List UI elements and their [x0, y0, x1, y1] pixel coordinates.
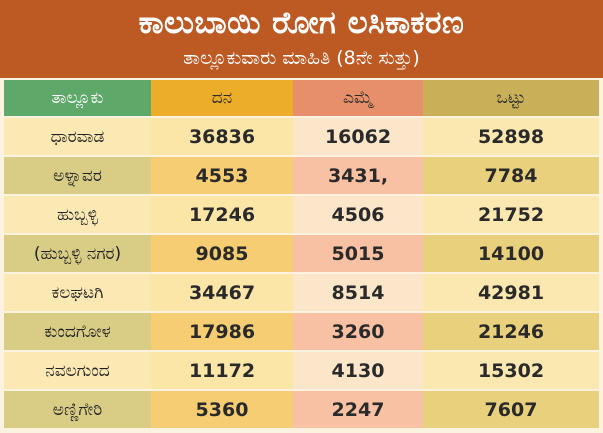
cattle-cell: 34467	[151, 273, 293, 313]
buffalo-cell: 8514	[293, 273, 423, 313]
taluk-cell: (ಹುಬ್ಬಳ್ಳಿ ನಗರ)	[4, 234, 151, 274]
vaccination-table: ತಾಲ್ಲೂಕು ದನ ಎಮ್ಮೆ ಒಟ್ಟು ಧಾರವಾಡ 36836 160…	[4, 80, 599, 430]
table-row: ಕಲಘಟಗಿ 34467 8514 42981	[4, 273, 599, 313]
buffalo-cell: 3431,	[293, 156, 423, 196]
total-cell: 21752	[423, 195, 599, 235]
total-cell: 52898	[423, 117, 599, 157]
total-cell: 42981	[423, 273, 599, 313]
table-row: ಅಣ್ಣಿಗೇರಿ 5360 2247 7607	[4, 390, 599, 430]
table-header-row: ತಾಲ್ಲೂಕು ದನ ಎಮ್ಮೆ ಒಟ್ಟು	[4, 80, 599, 118]
cattle-cell: 36836	[151, 117, 293, 157]
cattle-cell: 5360	[151, 390, 293, 430]
column-header-taluk: ತಾಲ್ಲೂಕು	[4, 80, 151, 118]
cattle-cell: 17986	[151, 312, 293, 352]
cattle-cell: 9085	[151, 234, 293, 274]
taluk-cell: ನವಲಗುಂದ	[4, 351, 151, 391]
total-cell: 15302	[423, 351, 599, 391]
buffalo-cell: 4130	[293, 351, 423, 391]
table-row: ಧಾರವಾಡ 36836 16062 52898	[4, 117, 599, 157]
buffalo-cell: 4506	[293, 195, 423, 235]
buffalo-cell: 3260	[293, 312, 423, 352]
cattle-cell: 17246	[151, 195, 293, 235]
column-header-total: ಒಟ್ಟು	[423, 80, 599, 118]
cattle-cell: 11172	[151, 351, 293, 391]
table-row: (ಹುಬ್ಬಳ್ಳಿ ನಗರ) 9085 5015 14100	[4, 234, 599, 274]
column-header-cattle: ದನ	[151, 80, 293, 118]
total-cell: 7607	[423, 390, 599, 430]
taluk-cell: ಕಲಘಟಗಿ	[4, 273, 151, 313]
title-banner: ಕಾಲುಬಾಯಿ ರೋಗ ಲಸಿಕಾಕರಣ ತಾಲ್ಲೂಕುವಾರು ಮಾಹಿತ…	[0, 0, 603, 78]
taluk-cell: ಅಳ್ನಾವರ	[4, 156, 151, 196]
total-cell: 7784	[423, 156, 599, 196]
total-cell: 21246	[423, 312, 599, 352]
taluk-cell: ಧಾರವಾಡ	[4, 117, 151, 157]
buffalo-cell: 16062	[293, 117, 423, 157]
taluk-cell: ಅಣ್ಣಿಗೇರಿ	[4, 390, 151, 430]
column-header-buffalo: ಎಮ್ಮೆ	[293, 80, 423, 118]
table-row: ನವಲಗುಂದ 11172 4130 15302	[4, 351, 599, 391]
page-subtitle: ತಾಲ್ಲೂಕುವಾರು ಮಾಹಿತಿ (8ನೇ ಸುತ್ತು)	[183, 47, 420, 69]
total-cell: 14100	[423, 234, 599, 274]
page-title: ಕಾಲುಬಾಯಿ ರೋಗ ಲಸಿಕಾಕರಣ	[138, 5, 465, 41]
cattle-cell: 4553	[151, 156, 293, 196]
table-row: ಕುಂದಗೋಳ 17986 3260 21246	[4, 312, 599, 352]
taluk-cell: ಹುಬ್ಬಳ್ಳಿ	[4, 195, 151, 235]
table-row: ಅಳ್ನಾವರ 4553 3431, 7784	[4, 156, 599, 196]
table-row: ಹುಬ್ಬಳ್ಳಿ 17246 4506 21752	[4, 195, 599, 235]
buffalo-cell: 5015	[293, 234, 423, 274]
buffalo-cell: 2247	[293, 390, 423, 430]
taluk-cell: ಕುಂದಗೋಳ	[4, 312, 151, 352]
